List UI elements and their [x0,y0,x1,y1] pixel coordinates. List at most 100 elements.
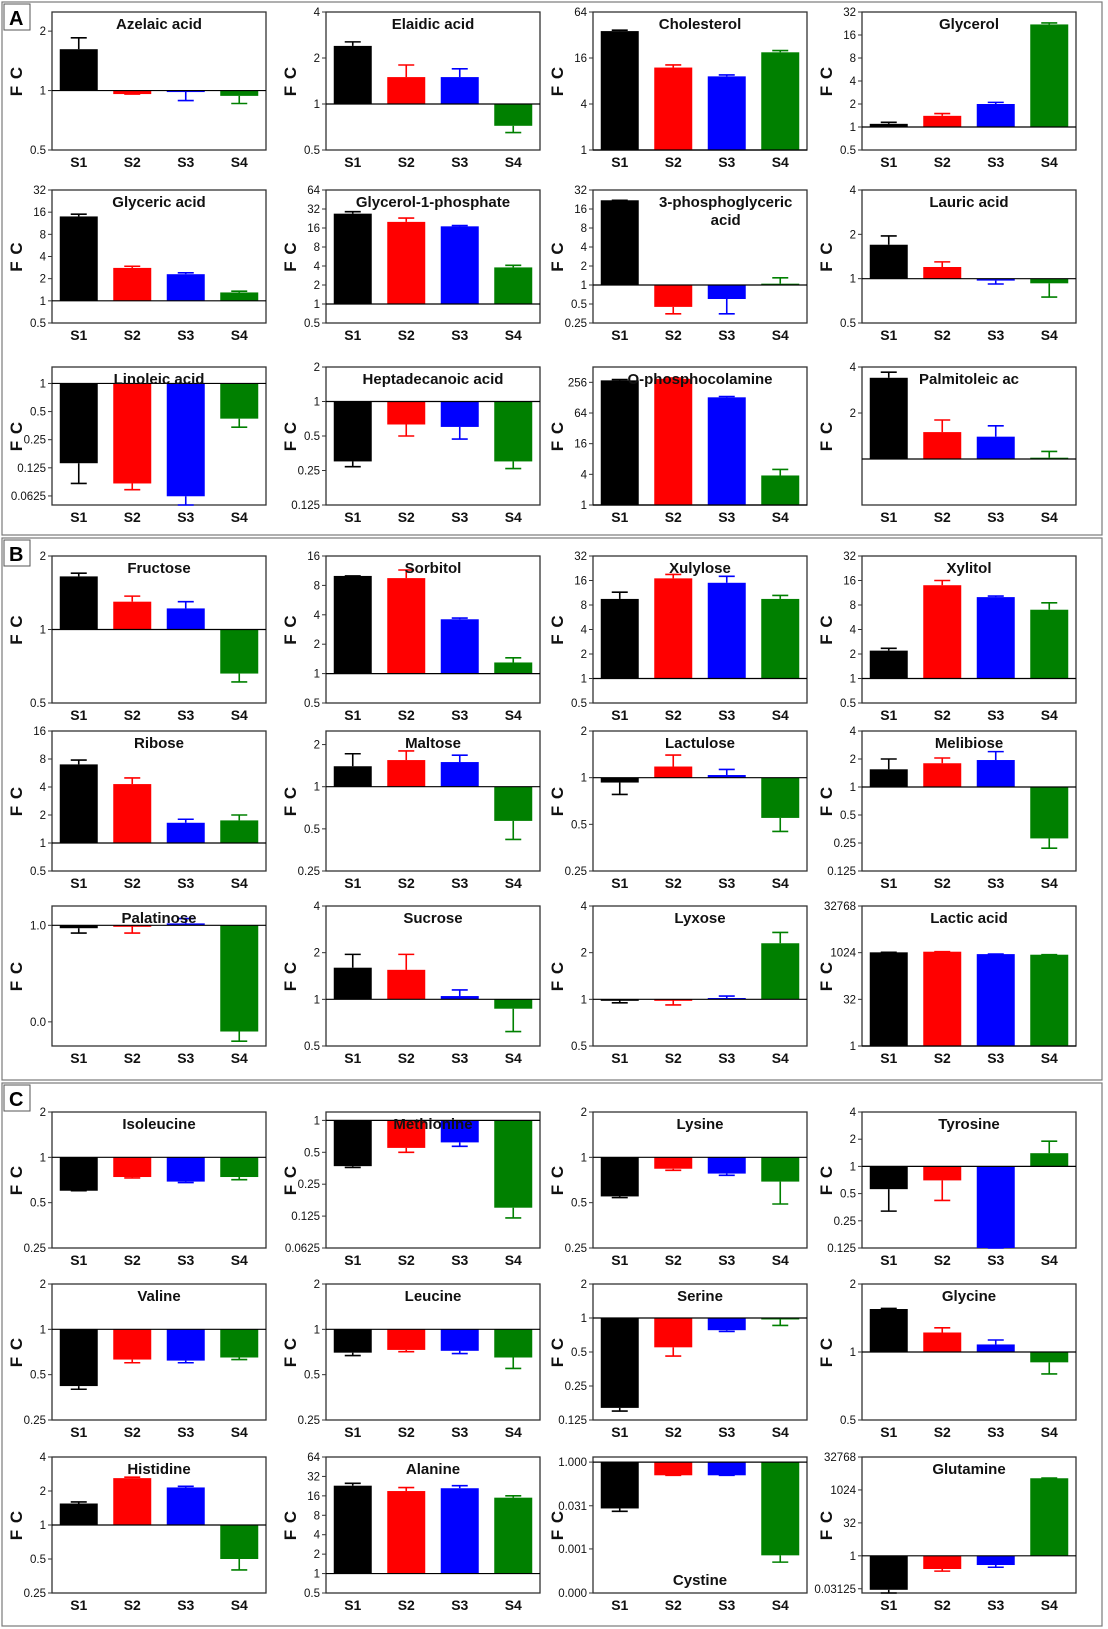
y-tick-label: 8 [581,223,587,235]
y-tick-label: 16 [574,439,587,451]
y-tick-label: 32 [33,185,46,197]
y-axis-label: F C [548,1337,567,1367]
y-axis-label: F C [548,961,567,991]
x-tick-label: S3 [177,707,194,723]
bar-s4 [1030,609,1069,679]
x-tick-label: S4 [231,1050,248,1066]
chart-panel: F C 2 4 S1 S2 S3 S4 Palmitoleic ac [817,362,1077,525]
y-axis-label: F C [7,961,26,991]
plot-frame [592,189,808,324]
y-tick-label: 16 [307,1491,320,1503]
bar-s4 [494,786,533,821]
x-tick-label: S3 [718,1252,735,1268]
y-tick-label: 0.5 [304,1370,320,1382]
y-tick-label: 4 [40,1452,47,1464]
bar-s2 [387,1329,426,1350]
bar-s2 [113,925,152,927]
y-tick-label: 32 [843,7,856,19]
plot-frame [861,730,1077,872]
y-tick-label: 2 [314,639,320,651]
y-axis-label: F C [817,421,836,451]
y-tick-label: 32 [843,1518,856,1530]
x-tick-label: S3 [718,154,735,170]
bar-s1 [869,769,908,787]
x-tick-label: S1 [611,154,628,170]
y-tick-label: 0.25 [24,1415,46,1427]
bar-s4 [494,1329,533,1358]
y-tick-label: 0.5 [840,810,856,822]
chart-title: Sorbitol [405,560,462,577]
y-tick-label: 2 [850,229,856,241]
bar-s1 [333,1120,372,1167]
bar-s3 [976,954,1015,1046]
y-tick-label: 2 [850,1279,856,1291]
x-tick-label: S3 [718,1050,735,1066]
y-tick-label: 8 [314,580,320,592]
bar-s1 [59,576,98,630]
chart-panel: F C 0.125 0.25 0.5 1 2 S1 S2 S3 S4 Serine [548,1279,808,1440]
y-tick-label: 2 [581,1279,587,1291]
x-tick-label: S4 [772,509,789,525]
y-axis-label: F C [817,1165,836,1195]
plot-frame [51,1283,267,1421]
y-axis-label: F C [817,961,836,991]
bar-s4 [220,1157,259,1178]
y-axis-label: F C [7,1337,26,1367]
bar-s4 [1030,1478,1069,1556]
y-axis-label: F C [281,241,300,271]
chart-title: Palatinose [121,910,196,927]
y-tick-label: 2 [314,948,320,960]
x-tick-label: S2 [124,327,141,343]
section-border-B [1,537,1103,1081]
y-tick-label: 64 [574,408,587,420]
x-tick-label: S2 [124,1597,141,1613]
y-tick-label: 0.5 [304,698,320,710]
x-tick-label: S2 [665,1050,682,1066]
y-tick-label: 8 [314,1510,320,1522]
chart-title: Cystine [673,1572,727,1589]
y-tick-label: 2 [40,274,46,286]
x-tick-label: S4 [505,875,522,891]
x-tick-label: S1 [70,1050,87,1066]
bar-s4 [761,1157,800,1182]
x-tick-label: S3 [177,1597,194,1613]
chart-panel: F C 0.25 0.5 1 2 S1 S2 S3 S4 Leucine [281,1279,541,1440]
y-axis-label: F C [281,1165,300,1195]
bar-s3 [976,1344,1015,1352]
y-tick-label: 0.125 [558,1415,587,1427]
y-tick-label: 32768 [824,1452,856,1464]
bar-s2 [387,77,426,104]
bar-s2 [387,969,426,1000]
x-tick-label: S1 [880,327,897,343]
x-tick-label: S3 [987,707,1004,723]
bar-s3 [976,760,1015,787]
x-tick-label: S4 [772,1424,789,1440]
x-tick-label: S1 [344,875,361,891]
chart-panel: F C 0.5 1 2 4 8 16 32 64 S1 S2 S3 S4 Glycerol-1-phosp… [281,185,541,343]
y-tick-label: 1 [40,838,46,850]
x-tick-label: S1 [70,1597,87,1613]
y-tick-label: 1 [850,274,856,286]
y-tick-label: 4 [314,1530,321,1542]
y-tick-label: 32 [307,1471,320,1483]
x-tick-label: S2 [124,707,141,723]
bar-s1 [59,49,98,91]
y-tick-label: 0.5 [571,819,587,831]
plot-frame [51,905,267,1047]
y-tick-label: 2 [850,1134,856,1146]
x-tick-label: S4 [505,1424,522,1440]
y-tick-label: 32 [843,551,856,563]
bar-s2 [113,784,152,843]
y-tick-label: 1 [314,397,320,409]
bar-s1 [333,45,372,104]
y-tick-label: 4 [850,185,857,197]
x-tick-label: S4 [1041,327,1058,343]
bar-s3 [166,90,205,93]
chart-panel: F C 0.5 1 2 4 8 16 S1 S2 S3 S4 Ribose [7,726,267,891]
x-tick-label: S2 [934,509,951,525]
chart-panel: F C 1 32 1024 32768 S1 S2 S3 S4 Lactic acid [817,901,1077,1066]
y-tick-label: 2 [314,362,320,374]
y-tick-label: 32 [307,204,320,216]
y-tick-label: 1 [850,1347,856,1359]
x-tick-label: S1 [880,1050,897,1066]
